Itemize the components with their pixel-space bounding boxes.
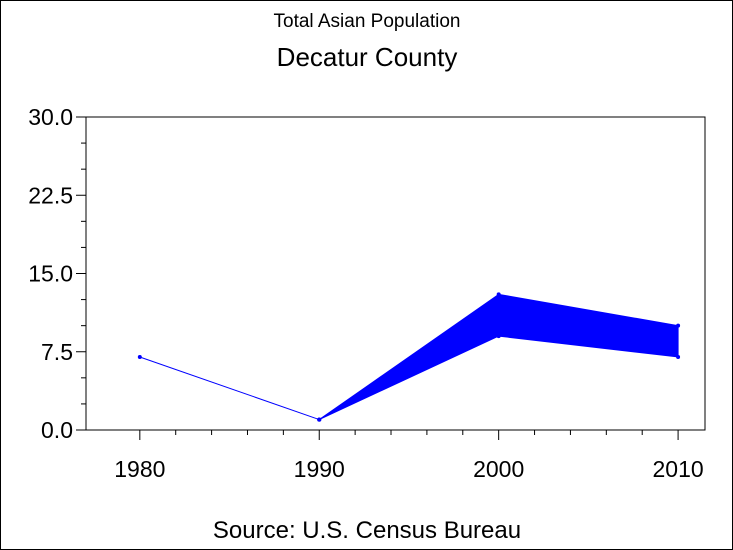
band-lower-point bbox=[676, 354, 681, 359]
data-point bbox=[317, 417, 322, 422]
band-upper-point bbox=[496, 292, 501, 297]
y-tick-label: 30.0 bbox=[28, 104, 73, 130]
y-tick-label: 7.5 bbox=[41, 339, 73, 365]
data-marks bbox=[137, 292, 681, 422]
x-tick-label: 1980 bbox=[114, 456, 165, 482]
axis-ticks: 0.0 7.5 15.0 22.5 30.0 1980 1990 2000 2010 bbox=[28, 104, 703, 482]
band-upper-point bbox=[676, 323, 681, 328]
x-tick-label: 2000 bbox=[473, 456, 524, 482]
chart-title: Decatur County bbox=[277, 42, 458, 72]
chart-subtitle: Total Asian Population bbox=[274, 11, 461, 32]
series-band bbox=[318, 293, 679, 421]
series-line bbox=[139, 356, 320, 421]
chart-source: Source: U.S. Census Bureau bbox=[213, 517, 521, 544]
y-tick-label: 22.5 bbox=[28, 182, 73, 208]
y-tick-label: 0.0 bbox=[41, 417, 73, 443]
band-lower-point bbox=[496, 334, 501, 339]
x-tick-label: 2010 bbox=[653, 456, 704, 482]
data-point bbox=[137, 354, 142, 359]
x-tick-label: 1990 bbox=[294, 456, 345, 482]
y-tick-label: 15.0 bbox=[28, 261, 73, 287]
